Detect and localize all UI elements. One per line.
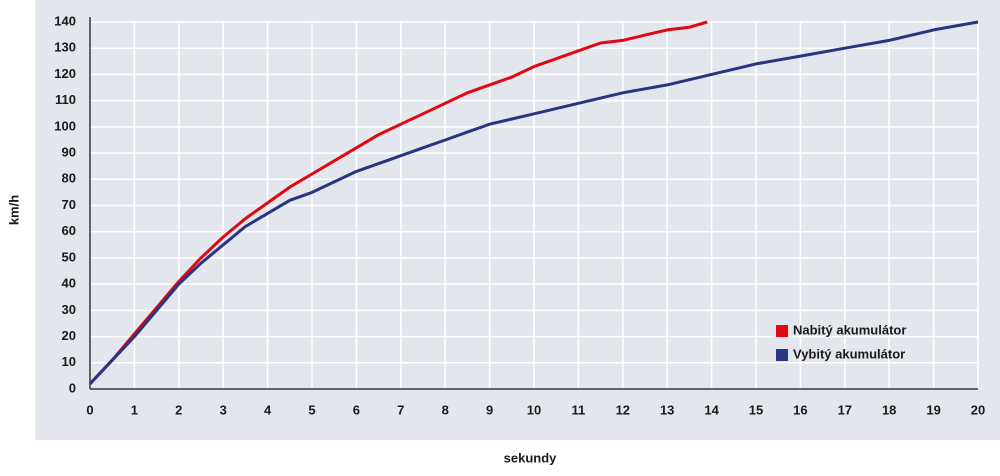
x-tick-label: 10 — [527, 402, 541, 417]
y-axis-label: km/h — [6, 195, 21, 225]
x-axis-label: sekundy — [504, 450, 558, 465]
y-tick-label: 70 — [62, 197, 76, 212]
y-tick-label: 30 — [62, 302, 76, 317]
x-tick-label: 3 — [220, 402, 227, 417]
y-tick-label: 10 — [62, 354, 76, 369]
x-tick-label: 5 — [308, 402, 315, 417]
x-tick-label: 17 — [838, 402, 852, 417]
y-tick-label: 90 — [62, 145, 76, 160]
y-tick-label: 0 — [69, 380, 76, 395]
y-tick-label: 50 — [62, 249, 76, 264]
x-tick-label: 13 — [660, 402, 674, 417]
plot-background — [35, 0, 1000, 440]
x-tick-label: 6 — [353, 402, 360, 417]
x-tick-label: 2 — [175, 402, 182, 417]
x-tick-label: 19 — [926, 402, 940, 417]
y-tick-label: 110 — [55, 92, 76, 107]
y-tick-label: 140 — [54, 13, 76, 28]
data-line — [88, 20, 979, 385]
x-tick-label: 12 — [616, 402, 630, 417]
x-tick-label: 11 — [572, 402, 586, 417]
x-tick-label: 1 — [131, 402, 138, 417]
legend-swatch — [776, 325, 788, 337]
x-tick-label: 20 — [971, 402, 985, 417]
x-tick-label: 0 — [86, 402, 93, 417]
legend-swatch — [776, 349, 788, 361]
x-tick-label: 8 — [442, 402, 449, 417]
x-tick-label: 14 — [704, 402, 719, 417]
x-tick-label: 18 — [882, 402, 896, 417]
x-tick-label: 4 — [264, 402, 272, 417]
y-tick-label: 60 — [62, 223, 76, 238]
y-tick-label: 120 — [54, 66, 76, 81]
y-tick-label: 130 — [54, 40, 76, 55]
data-line — [88, 20, 708, 385]
y-tick-label: 20 — [62, 328, 76, 343]
y-tick-label: 80 — [62, 171, 76, 186]
y-tick-label: 100 — [54, 118, 76, 133]
x-tick-label: 7 — [397, 402, 404, 417]
x-tick-label: 15 — [749, 402, 763, 417]
x-tick-label: 9 — [486, 402, 493, 417]
legend-label: Vybitý akumulátor — [793, 346, 905, 361]
x-tick-label: 16 — [793, 402, 807, 417]
y-tick-label: 40 — [62, 276, 76, 291]
legend-label: Nabitý akumulátor — [793, 322, 906, 337]
